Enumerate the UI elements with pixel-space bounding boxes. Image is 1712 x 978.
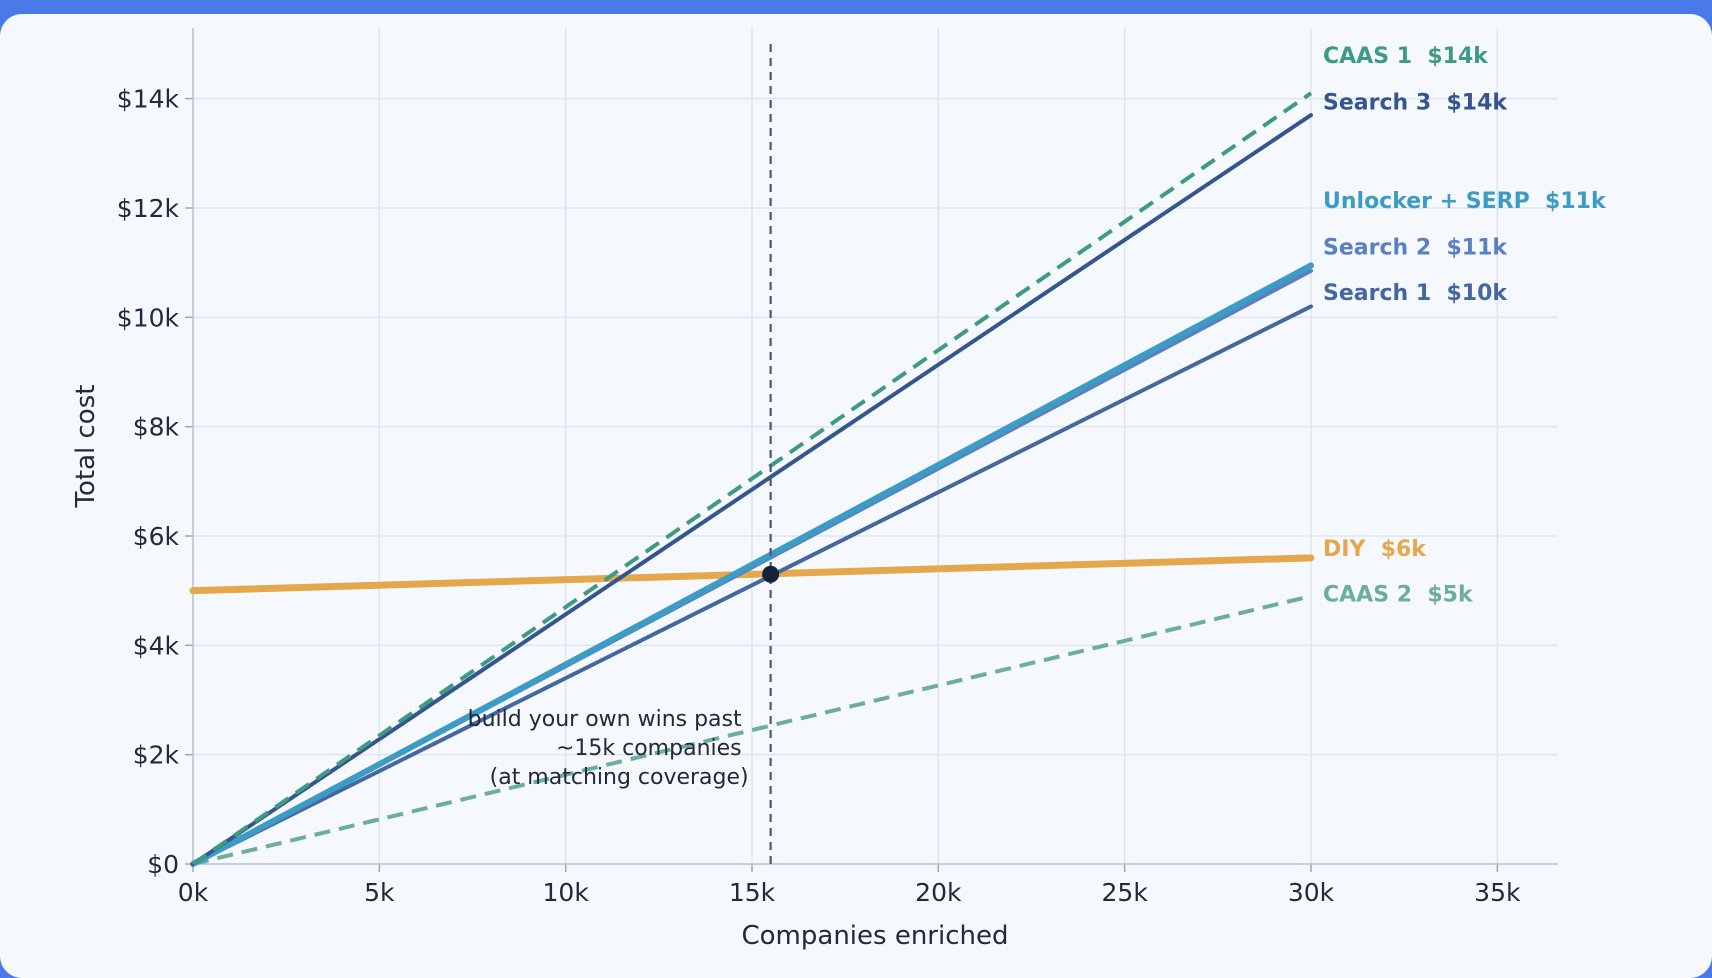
end-label-caas-2: CAAS 2 $5k (1323, 582, 1474, 607)
end-label-unlocker-serp: Unlocker + SERP $11k (1323, 189, 1607, 214)
y-tick-label: $8k (133, 413, 180, 442)
y-tick-labels: $0 $2k $4k $6k $8k $10k $12k $14k (117, 85, 180, 879)
series-lines (189, 91, 1315, 867)
series-line-caas-1 (191, 91, 1313, 866)
y-tick-label: $14k (117, 85, 180, 114)
y-tick-label: $0 (147, 850, 179, 879)
end-label-search-2: Search 2 $11k (1323, 235, 1508, 260)
end-label-search-3: Search 3 $14k (1323, 90, 1508, 115)
y-tick-label: $6k (133, 522, 180, 551)
y-axis-label: Total cost (71, 385, 101, 509)
annotation-line-1: build your own wins past (468, 707, 742, 732)
end-label-search-1: Search 1 $10k (1323, 281, 1508, 306)
y-tick-label: $10k (117, 303, 180, 332)
series-line-search-1 (191, 304, 1313, 866)
series-line-diy (189, 554, 1315, 595)
x-tick-label: 25k (1102, 878, 1149, 907)
annotation-line-2: ~15k companies (556, 736, 742, 761)
x-tick-label: 15k (729, 878, 776, 907)
breakeven-group (762, 44, 780, 864)
x-tick-label: 20k (915, 878, 962, 907)
x-tick-labels: 0k 5k 10k 15k 20k 25k 30k 35k (178, 878, 1521, 907)
series-line-caas-2 (192, 594, 1312, 866)
y-tick-label: $4k (133, 631, 180, 660)
x-tick-label: 0k (178, 878, 209, 907)
axes (185, 28, 1558, 872)
y-tick-label: $12k (117, 194, 180, 223)
breakeven-annotation: build your own wins past ~15k companies … (468, 707, 749, 790)
x-tick-label: 30k (1288, 878, 1335, 907)
line-chart: 0k 5k 10k 15k 20k 25k 30k 35k $0 $2k $4k $6k $8k $10… (71, 28, 1607, 951)
x-tick-label: 5k (364, 878, 395, 907)
end-label-caas-1: CAAS 1 $14k (1323, 44, 1489, 69)
grid (193, 28, 1558, 864)
series-line-unlocker-serp (190, 262, 1314, 867)
end-label-diy: DIY $6k (1323, 537, 1427, 562)
annotation-line-3: (at matching coverage) (490, 765, 749, 790)
x-tick-label: 35k (1474, 878, 1521, 907)
x-axis-label: Companies enriched (742, 921, 1009, 951)
chart-card: 0k 5k 10k 15k 20k 25k 30k 35k $0 $2k $4k $6k $8k $10… (0, 14, 1712, 978)
x-tick-label: 10k (543, 878, 590, 907)
series-line-search-3 (191, 113, 1313, 866)
y-tick-label: $2k (133, 741, 180, 770)
series-end-labels: CAAS 1 $14k Search 3 $14k Unlocker + SERP … (1323, 44, 1607, 607)
breakeven-point (762, 565, 780, 583)
